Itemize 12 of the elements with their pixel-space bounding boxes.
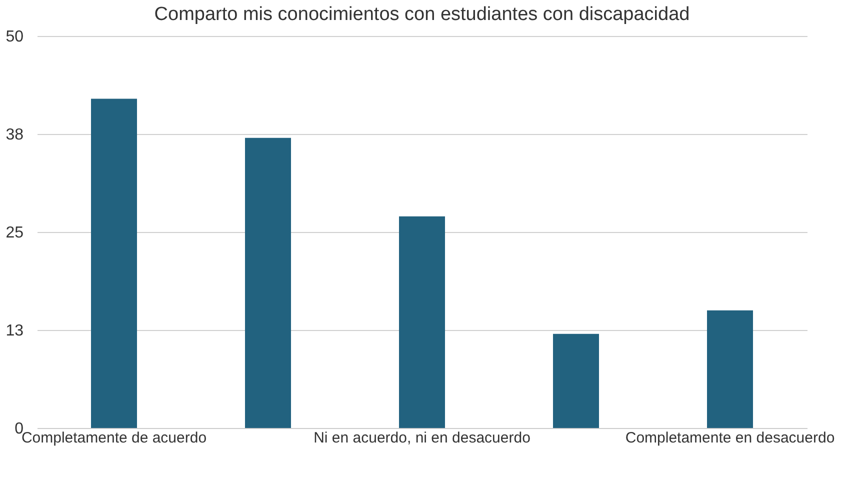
y-tick-label: 50 <box>6 28 24 46</box>
bar <box>553 334 599 428</box>
bar <box>707 310 753 428</box>
y-tick-label: 38 <box>6 126 24 144</box>
x-tick-label: Ni en acuerdo, ni en desacuerdo <box>314 430 530 446</box>
chart-title: Comparto mis conocimientos con estudiantes con discapacidad <box>154 4 690 25</box>
bar <box>91 98 137 428</box>
y-tick-label: 13 <box>6 322 24 340</box>
bar <box>245 138 291 428</box>
bar <box>399 216 445 428</box>
y-tick-label: 25 <box>6 224 24 242</box>
x-tick-label: Completamente en desacuerdo <box>625 430 835 446</box>
